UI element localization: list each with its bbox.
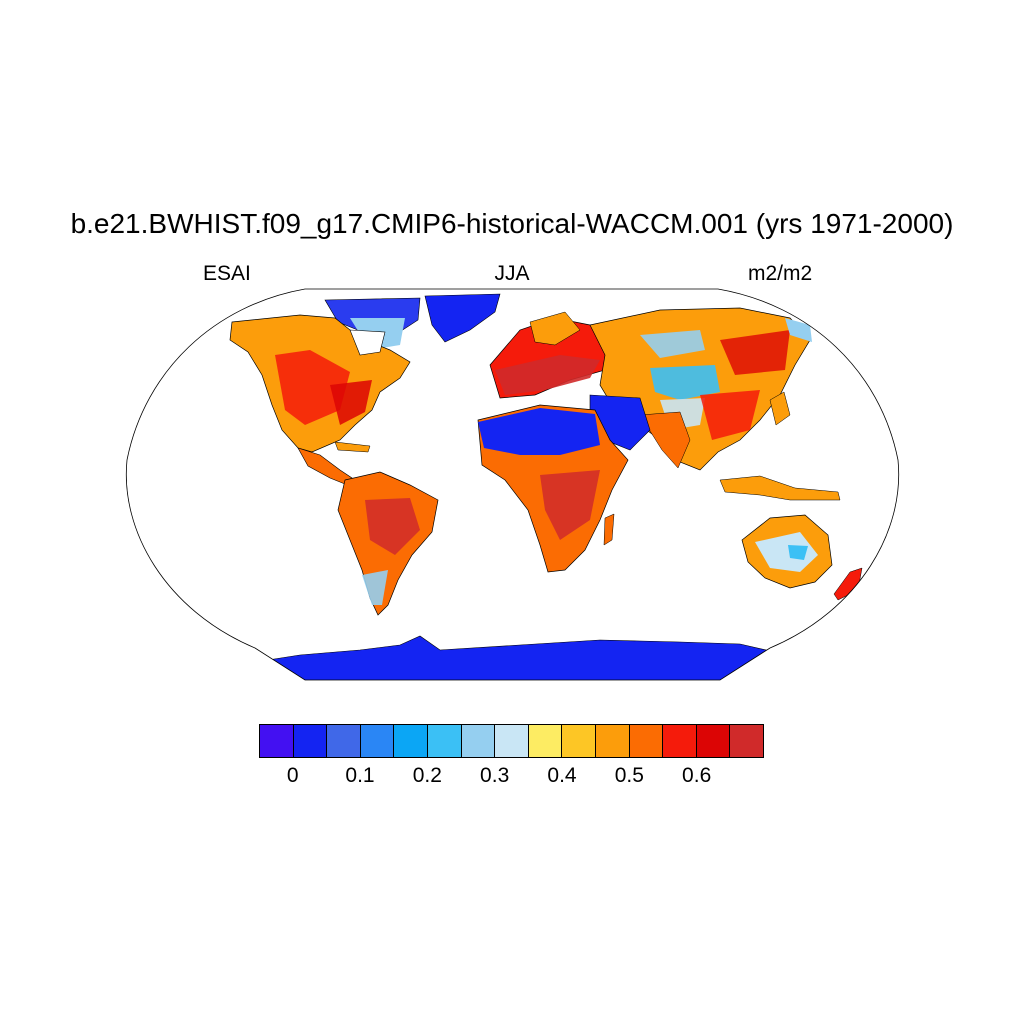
colorbar-segment: [461, 725, 496, 757]
colorbar-tick-label: 0.5: [614, 764, 644, 787]
colorbar-segment: [427, 725, 462, 757]
colorbar-tick-label: 0.4: [547, 764, 577, 787]
scandinavia: [529, 311, 581, 346]
sa-south-light: [362, 570, 388, 605]
colorbar-segment: [528, 725, 563, 757]
na-east-red: [330, 380, 372, 425]
colorbar-tick-label: 0.1: [345, 764, 375, 787]
colorbar-segment: [562, 725, 596, 757]
colorbar-segment: [293, 725, 328, 757]
na-red-band: [275, 350, 350, 425]
colorbar-segment: [394, 725, 428, 757]
colorbar-tick-label: 0.3: [480, 764, 510, 787]
plot-title: b.e21.BWHIST.f09_g17.CMIP6-historical-WA…: [70, 208, 954, 239]
hudson-bay: [349, 329, 386, 356]
colorbar-tick-label: 0.2: [412, 764, 442, 787]
madagascar: [603, 513, 615, 546]
colorbar-tick-label: 0: [286, 764, 299, 787]
caribbean: [334, 441, 371, 453]
variable-label: ESAI: [203, 262, 251, 285]
siberia-red: [720, 330, 790, 375]
colorbar-segment: [327, 725, 361, 757]
asia-light-band: [640, 330, 705, 358]
colorbar-segment: [360, 725, 395, 757]
africa-red: [540, 470, 600, 540]
antarctica: [249, 635, 791, 680]
australia-blue: [788, 545, 808, 560]
colorbar-segment: [730, 725, 763, 757]
central-asia-blue: [650, 365, 720, 400]
colorbar-tick-label: 0.6: [682, 764, 712, 787]
japan: [769, 391, 791, 426]
colorbar-segment: [595, 725, 630, 757]
india: [639, 411, 691, 469]
colorbar-segment: [663, 725, 697, 757]
colorbar: [259, 724, 764, 758]
east-asia-red: [700, 390, 760, 440]
greenland: [424, 293, 501, 343]
sa-red: [365, 498, 420, 555]
units-label: m2/m2: [748, 262, 813, 285]
colorbar-segment: [495, 725, 529, 757]
season-label: JJA: [494, 262, 530, 285]
europe-dark: [495, 355, 600, 395]
colorbar-segment: [260, 725, 294, 757]
colorbar-segment: [629, 725, 664, 757]
sahara: [478, 408, 600, 455]
east-siberia-blue: [785, 318, 812, 342]
australia-interior: [755, 532, 818, 572]
indonesia: [719, 475, 841, 501]
globe-outline: [125, 288, 900, 681]
colorbar-segment: [696, 725, 731, 757]
